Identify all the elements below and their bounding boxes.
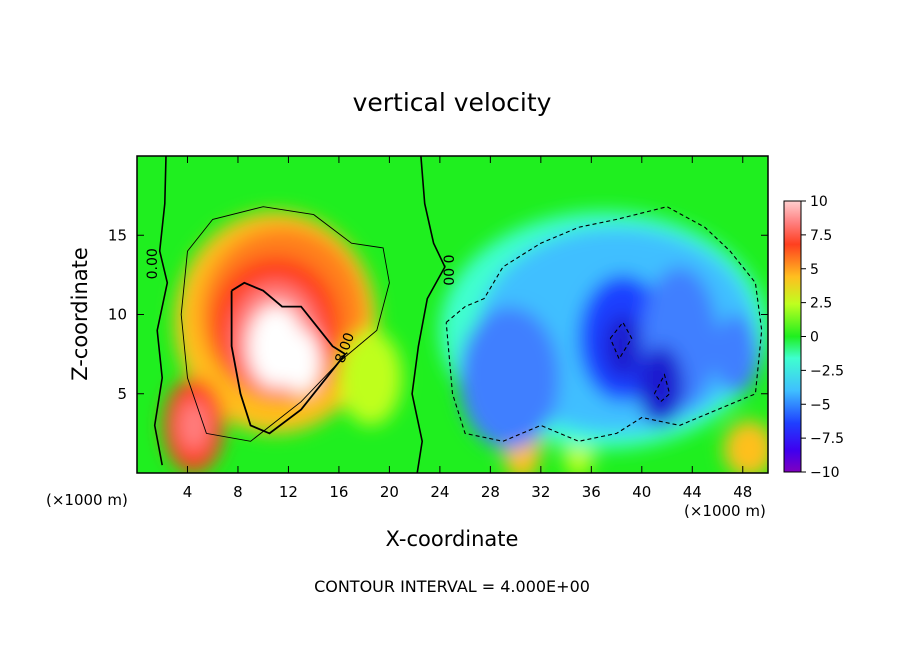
colorbar-tick-label-1: 7.5 — [810, 228, 832, 244]
x-unit-right: (×1000 m) — [684, 502, 766, 520]
field-blob-19 — [713, 314, 760, 394]
contour-interval-note: CONTOUR INTERVAL = 4.000E+00 — [314, 577, 590, 596]
y-tick-label-15: 15 — [108, 226, 127, 244]
field-blobs — [163, 211, 768, 473]
x-tick-label-4: 4 — [183, 483, 193, 501]
colorbar: 10 7.5 5 2.5 0 −2.5 −5 −7.5 −10 — [783, 194, 844, 481]
contour-eight — [230, 281, 347, 435]
contour-neg-eight-b — [653, 373, 671, 403]
colorbar-tick-label-6: −5 — [810, 397, 831, 413]
colorbar-tick-label-7: −7.5 — [810, 431, 844, 447]
colorbar-scale — [783, 200, 802, 473]
x-tick-label-36: 36 — [582, 483, 601, 501]
heatmap-field — [137, 156, 768, 473]
field-blob-11 — [723, 420, 768, 473]
field-blob-5 — [280, 330, 322, 394]
x-tick-label-16: 16 — [329, 483, 348, 501]
x-tick-label-44: 44 — [683, 483, 702, 501]
x-tick-label-40: 40 — [632, 483, 651, 501]
colorbar-tick-label-5: −2.5 — [810, 363, 844, 379]
x-tick-label-12: 12 — [279, 483, 298, 501]
contour-zero-left — [153, 156, 169, 466]
field-blob-18 — [603, 314, 642, 378]
contour-label-0: 0.00 — [145, 248, 161, 279]
y-tick-label-5: 5 — [117, 385, 127, 403]
contour-neg-eight-a — [609, 321, 633, 361]
field-blob-14 — [458, 306, 560, 450]
colorbar-tick-label-2: 5 — [810, 262, 819, 278]
x-tick-label-28: 28 — [481, 483, 500, 501]
x-axis-label: X-coordinate — [385, 527, 519, 551]
contour-zero-middle — [411, 156, 446, 473]
x-tick-label-48: 48 — [733, 483, 752, 501]
field-blob-17 — [638, 346, 684, 426]
x-unit-left: (×1000 m) — [46, 491, 128, 509]
y-axis-ticks: 5 10 15 — [108, 226, 768, 403]
colorbar-tick-label-4: 0 — [810, 330, 819, 346]
colorbar-tick-label-3: 2.5 — [810, 296, 832, 312]
y-tick-label-10: 10 — [108, 306, 127, 324]
chart-title: vertical velocity — [352, 88, 552, 117]
x-tick-label-24: 24 — [430, 483, 449, 501]
x-tick-label-8: 8 — [233, 483, 243, 501]
x-tick-label-20: 20 — [380, 483, 399, 501]
field-blob-7 — [178, 400, 209, 451]
field-blob-8 — [338, 330, 403, 426]
y-axis-label: Z-coordinate — [68, 247, 92, 381]
colorbar-ticks: 10 7.5 5 2.5 0 −2.5 −5 −7.5 −10 — [801, 194, 844, 481]
contour-label-1: 0.00 — [440, 255, 456, 286]
x-tick-label-32: 32 — [531, 483, 550, 501]
colorbar-tick-label-8: −10 — [810, 465, 840, 481]
x-axis-ticks: 4 8 12 16 20 24 28 32 36 40 44 48 — [183, 156, 752, 501]
contour-lines — [153, 156, 763, 473]
colorbar-tick-label-0: 10 — [810, 194, 828, 210]
contour-updraft-outer — [180, 206, 390, 442]
